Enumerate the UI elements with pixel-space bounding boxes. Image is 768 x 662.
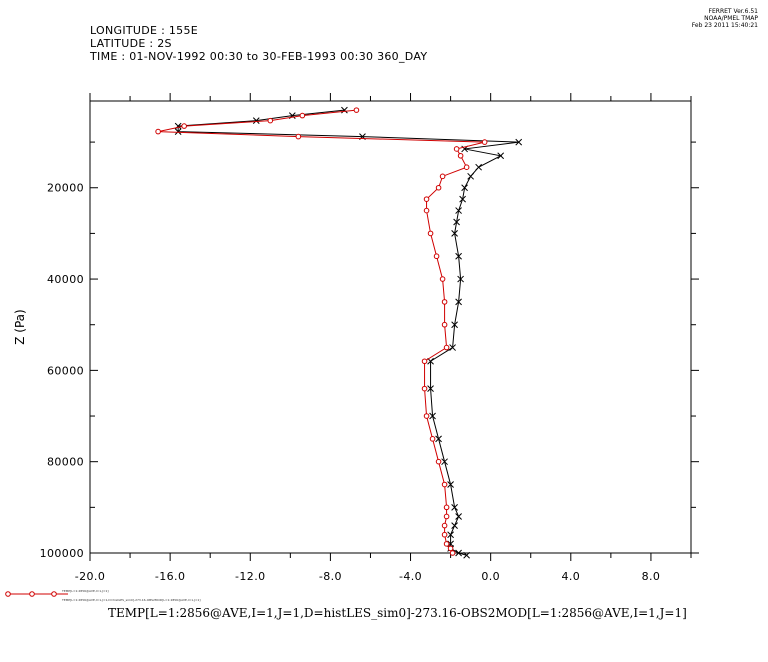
data-point-x [457,275,464,283]
data-point-x [467,172,474,180]
data-point-circle [443,541,450,547]
data-point-circle [441,299,448,305]
data-point-circle [481,139,488,145]
data-point-x [427,385,434,392]
data-point-circle [429,436,436,442]
data-point-circle [353,107,360,113]
data-point-x [455,298,462,306]
data-point-x [174,128,182,135]
data-point-circle [299,112,306,119]
data-point-x [453,218,460,226]
data-point-circle [421,385,428,392]
data-point-circle [439,276,446,282]
legend-marker-circle [29,591,35,597]
x-tick-label: 4.0 [561,570,580,583]
data-point-circle [441,481,448,488]
data-point-x [455,549,462,557]
data-point-x [451,503,458,511]
series-2 [155,107,488,556]
legend-marker-circle [5,591,11,597]
data-point-circle [443,504,450,511]
data-point-x [455,207,462,214]
data-point-x [435,435,442,443]
data-point-x [497,152,505,160]
y-tick-label: 20000 [47,182,84,195]
x-tick-label: -20.0 [75,570,105,583]
ferret-version-stamp: FERRET Ver.6.51 [708,8,758,15]
x-tick-label: 8.0 [642,570,661,583]
longitude-label: LONGITUDE : 155E [90,24,199,37]
data-point-circle [441,321,448,328]
y-axis-label: Z (Pa) [13,309,27,344]
x-tick-label: -4.0 [399,570,422,583]
y-tick-label: 60000 [47,364,84,377]
y-tick-label: 80000 [47,456,84,469]
data-point-circle [267,117,274,124]
data-point-circle [433,253,440,260]
y-tick-label: 40000 [47,273,84,286]
time-label: TIME : 01-NOV-1992 00:30 to 30-FEB-1993 … [90,50,428,63]
latitude-label: LATITUDE : 2S [90,37,172,50]
series-line [177,109,519,556]
ferret-org-stamp: NOAA/PMEL TMAP [704,15,758,22]
data-point-x [451,321,458,329]
data-point-circle [443,344,450,351]
chart-legend: TEMP[L=1:2856@AVE,I=1,J=1] TEMP[L=1:2856@… [5,589,201,602]
data-point-x [252,117,260,124]
data-point-circle [439,173,446,180]
data-point-circle [435,458,442,465]
data-point-circle [427,230,434,237]
data-point-circle [295,133,302,140]
data-point-x [459,195,466,203]
chart-caption: TEMP[L=1:2856@AVE,I=1,J=1,D=histLES_sim0… [108,606,687,620]
data-point-circle [453,146,460,152]
data-point-x [455,513,462,520]
ferret-date-stamp: Feb 23 2011 15:40:21 [691,22,758,29]
data-point-x [515,138,523,146]
series-1 [174,106,523,559]
x-tick-label: -8.0 [319,570,342,583]
data-point-x [461,184,468,192]
data-point-x [447,481,454,488]
data-point-x [451,230,458,237]
data-point-circle [435,184,442,191]
data-point-circle [155,128,161,135]
data-point-circle [449,550,456,556]
data-point-circle [447,545,454,552]
data-point-x [449,344,456,351]
x-tick-label: -12.0 [235,570,265,583]
data-point-x [475,163,483,171]
data-point-x [463,551,470,559]
series-line [158,109,485,554]
data-point-circle [441,531,448,538]
legend-label-2: TEMP[L=1:2856@AVE,I=1,J=1,D=histLES_sim0… [61,598,201,602]
data-point-circle [423,413,430,419]
data-point-circle [457,152,464,159]
legend-label-1: TEMP[L=1:2856@AVE,I=1,J=1] [61,589,109,593]
data-point-circle [443,513,450,520]
data-point-x [447,531,454,539]
legend-marker-circle [51,591,57,597]
data-point-circle [441,522,448,529]
data-point-circle [463,164,470,171]
data-point-x [455,252,462,260]
chart-series [155,106,523,559]
x-tick-label: 0.0 [481,570,500,583]
data-point-x [451,522,458,529]
data-point-x [441,458,448,466]
chart-axes: -20.0 -16.0 -12.0 -8.0 -4.0 0.0 4.0 8.0 20000 400… [13,93,699,583]
data-point-circle [421,358,428,365]
data-point-circle [423,196,430,202]
y-tick-label: 100000 [40,547,84,560]
data-point-x [341,106,348,114]
data-point-x [429,412,436,420]
plot-frame [89,100,692,554]
data-point-circle [423,207,430,214]
x-tick-label: -16.0 [155,570,185,583]
data-point-circle [181,123,187,129]
